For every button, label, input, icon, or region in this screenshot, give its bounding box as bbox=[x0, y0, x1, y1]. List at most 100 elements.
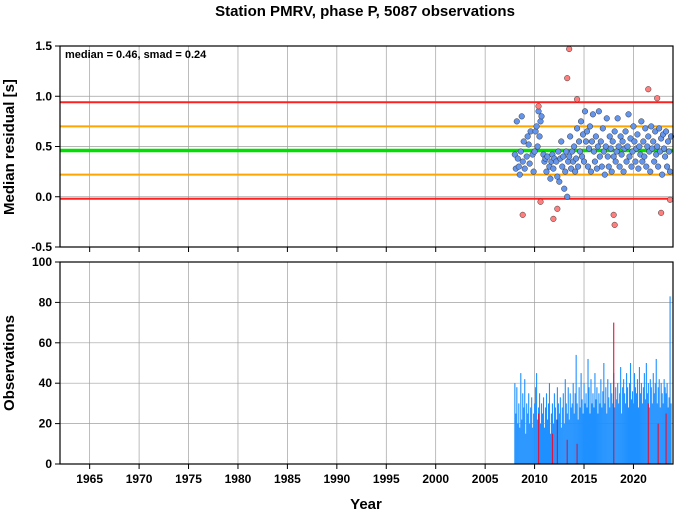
y-tick-label: -0.5 bbox=[31, 240, 52, 254]
observation-bar bbox=[601, 407, 603, 464]
residual-point bbox=[617, 133, 624, 140]
observation-bar bbox=[577, 419, 579, 464]
residual-point bbox=[639, 158, 646, 165]
residual-point bbox=[641, 153, 648, 160]
observation-bar bbox=[579, 407, 581, 464]
observation-bar bbox=[562, 393, 564, 464]
observation-bar bbox=[655, 358, 657, 464]
observations-y-axis-label: Observations bbox=[1, 315, 18, 411]
residual-point bbox=[585, 145, 593, 152]
observation-bar bbox=[560, 427, 562, 464]
observation-bar bbox=[621, 413, 623, 464]
residual-point bbox=[586, 123, 593, 130]
observation-bar bbox=[652, 373, 654, 464]
residual-y-axis-label: Median residual [s] bbox=[1, 79, 18, 215]
residual-point bbox=[573, 155, 580, 162]
observation-bar bbox=[571, 403, 573, 464]
residual-point bbox=[622, 128, 629, 135]
x-tick-label: 1990 bbox=[323, 472, 350, 486]
observation-bar bbox=[635, 393, 638, 464]
observation-bar bbox=[600, 379, 602, 464]
observation-bar bbox=[565, 403, 567, 464]
observation-bar bbox=[664, 387, 666, 464]
observation-bar bbox=[576, 443, 578, 464]
x-tick-label: 2020 bbox=[620, 472, 647, 486]
residual-point bbox=[521, 165, 528, 172]
residual-point bbox=[533, 123, 540, 130]
observation-bar bbox=[613, 322, 615, 464]
observation-bar bbox=[620, 367, 622, 464]
residual-point bbox=[609, 138, 616, 145]
observation-bar bbox=[535, 387, 537, 464]
y-tick-label: 0 bbox=[45, 457, 52, 471]
residual-point bbox=[611, 221, 618, 228]
observation-bar bbox=[649, 379, 651, 464]
observation-bar bbox=[647, 403, 649, 464]
residual-point bbox=[525, 141, 532, 148]
residual-point bbox=[631, 138, 638, 145]
residual-point bbox=[574, 96, 581, 103]
residual-point bbox=[666, 196, 674, 203]
observation-bar bbox=[520, 373, 522, 464]
observation-bar bbox=[553, 393, 555, 464]
residual-point bbox=[578, 118, 585, 125]
observation-bar bbox=[590, 379, 592, 464]
observation-bar bbox=[543, 427, 546, 464]
residual-point bbox=[597, 138, 604, 145]
bottom-panel: 0 20 40 60 80 100 1965 1970 1975 1980 1985 1990 199… bbox=[1, 255, 674, 511]
observation-bar bbox=[598, 393, 600, 464]
residual-point bbox=[619, 138, 626, 145]
observation-bar bbox=[597, 413, 599, 464]
observation-bar bbox=[622, 387, 624, 464]
observation-bar bbox=[531, 397, 533, 464]
observation-bar bbox=[518, 403, 520, 464]
residual-point bbox=[516, 171, 523, 178]
observation-bar bbox=[515, 413, 517, 464]
residual-point bbox=[524, 133, 531, 140]
median-smad-annotation: median = 0.46, smad = 0.24 bbox=[65, 49, 207, 61]
residual-point bbox=[571, 143, 578, 150]
residual-point bbox=[591, 158, 598, 165]
observation-bar bbox=[529, 423, 531, 464]
x-tick-label: 1965 bbox=[76, 472, 103, 486]
observation-bar bbox=[584, 403, 586, 464]
observation-bar bbox=[544, 407, 547, 464]
observation-bar bbox=[606, 413, 608, 464]
observation-bar bbox=[630, 399, 633, 464]
bottom-panel-frame bbox=[59, 261, 674, 465]
residual-point bbox=[589, 111, 596, 118]
observation-bar bbox=[557, 403, 559, 464]
residual-point bbox=[537, 118, 544, 125]
residual-point bbox=[560, 153, 567, 160]
observation-bar bbox=[580, 373, 582, 464]
residual-point bbox=[596, 153, 603, 160]
observation-bar bbox=[547, 403, 550, 464]
observation-bar bbox=[591, 403, 593, 464]
observation-bar bbox=[612, 403, 614, 464]
observation-bar bbox=[551, 433, 553, 464]
observation-bar bbox=[666, 383, 668, 464]
residual-point bbox=[664, 163, 671, 170]
observation-bar bbox=[645, 363, 647, 464]
residual-point bbox=[556, 178, 563, 185]
residual-point bbox=[651, 158, 658, 165]
observation-bar bbox=[527, 413, 529, 464]
y-tick-label: 40 bbox=[39, 376, 53, 390]
observation-bar bbox=[638, 367, 640, 464]
y-tick-label: 1.0 bbox=[35, 89, 52, 103]
residual-point bbox=[650, 138, 657, 145]
observation-bar bbox=[542, 397, 545, 464]
residual-point bbox=[628, 163, 635, 170]
observation-bar bbox=[538, 413, 540, 464]
residual-point bbox=[630, 123, 637, 130]
observation-bar bbox=[540, 423, 542, 464]
observation-bar bbox=[522, 393, 524, 464]
residual-point bbox=[511, 151, 518, 158]
residual-point bbox=[580, 158, 588, 165]
observation-bar bbox=[525, 433, 527, 464]
observation-bar bbox=[603, 363, 605, 464]
residual-point bbox=[535, 103, 542, 110]
residual-point bbox=[623, 158, 630, 165]
observation-bar bbox=[554, 407, 556, 464]
observation-bar bbox=[631, 391, 634, 464]
